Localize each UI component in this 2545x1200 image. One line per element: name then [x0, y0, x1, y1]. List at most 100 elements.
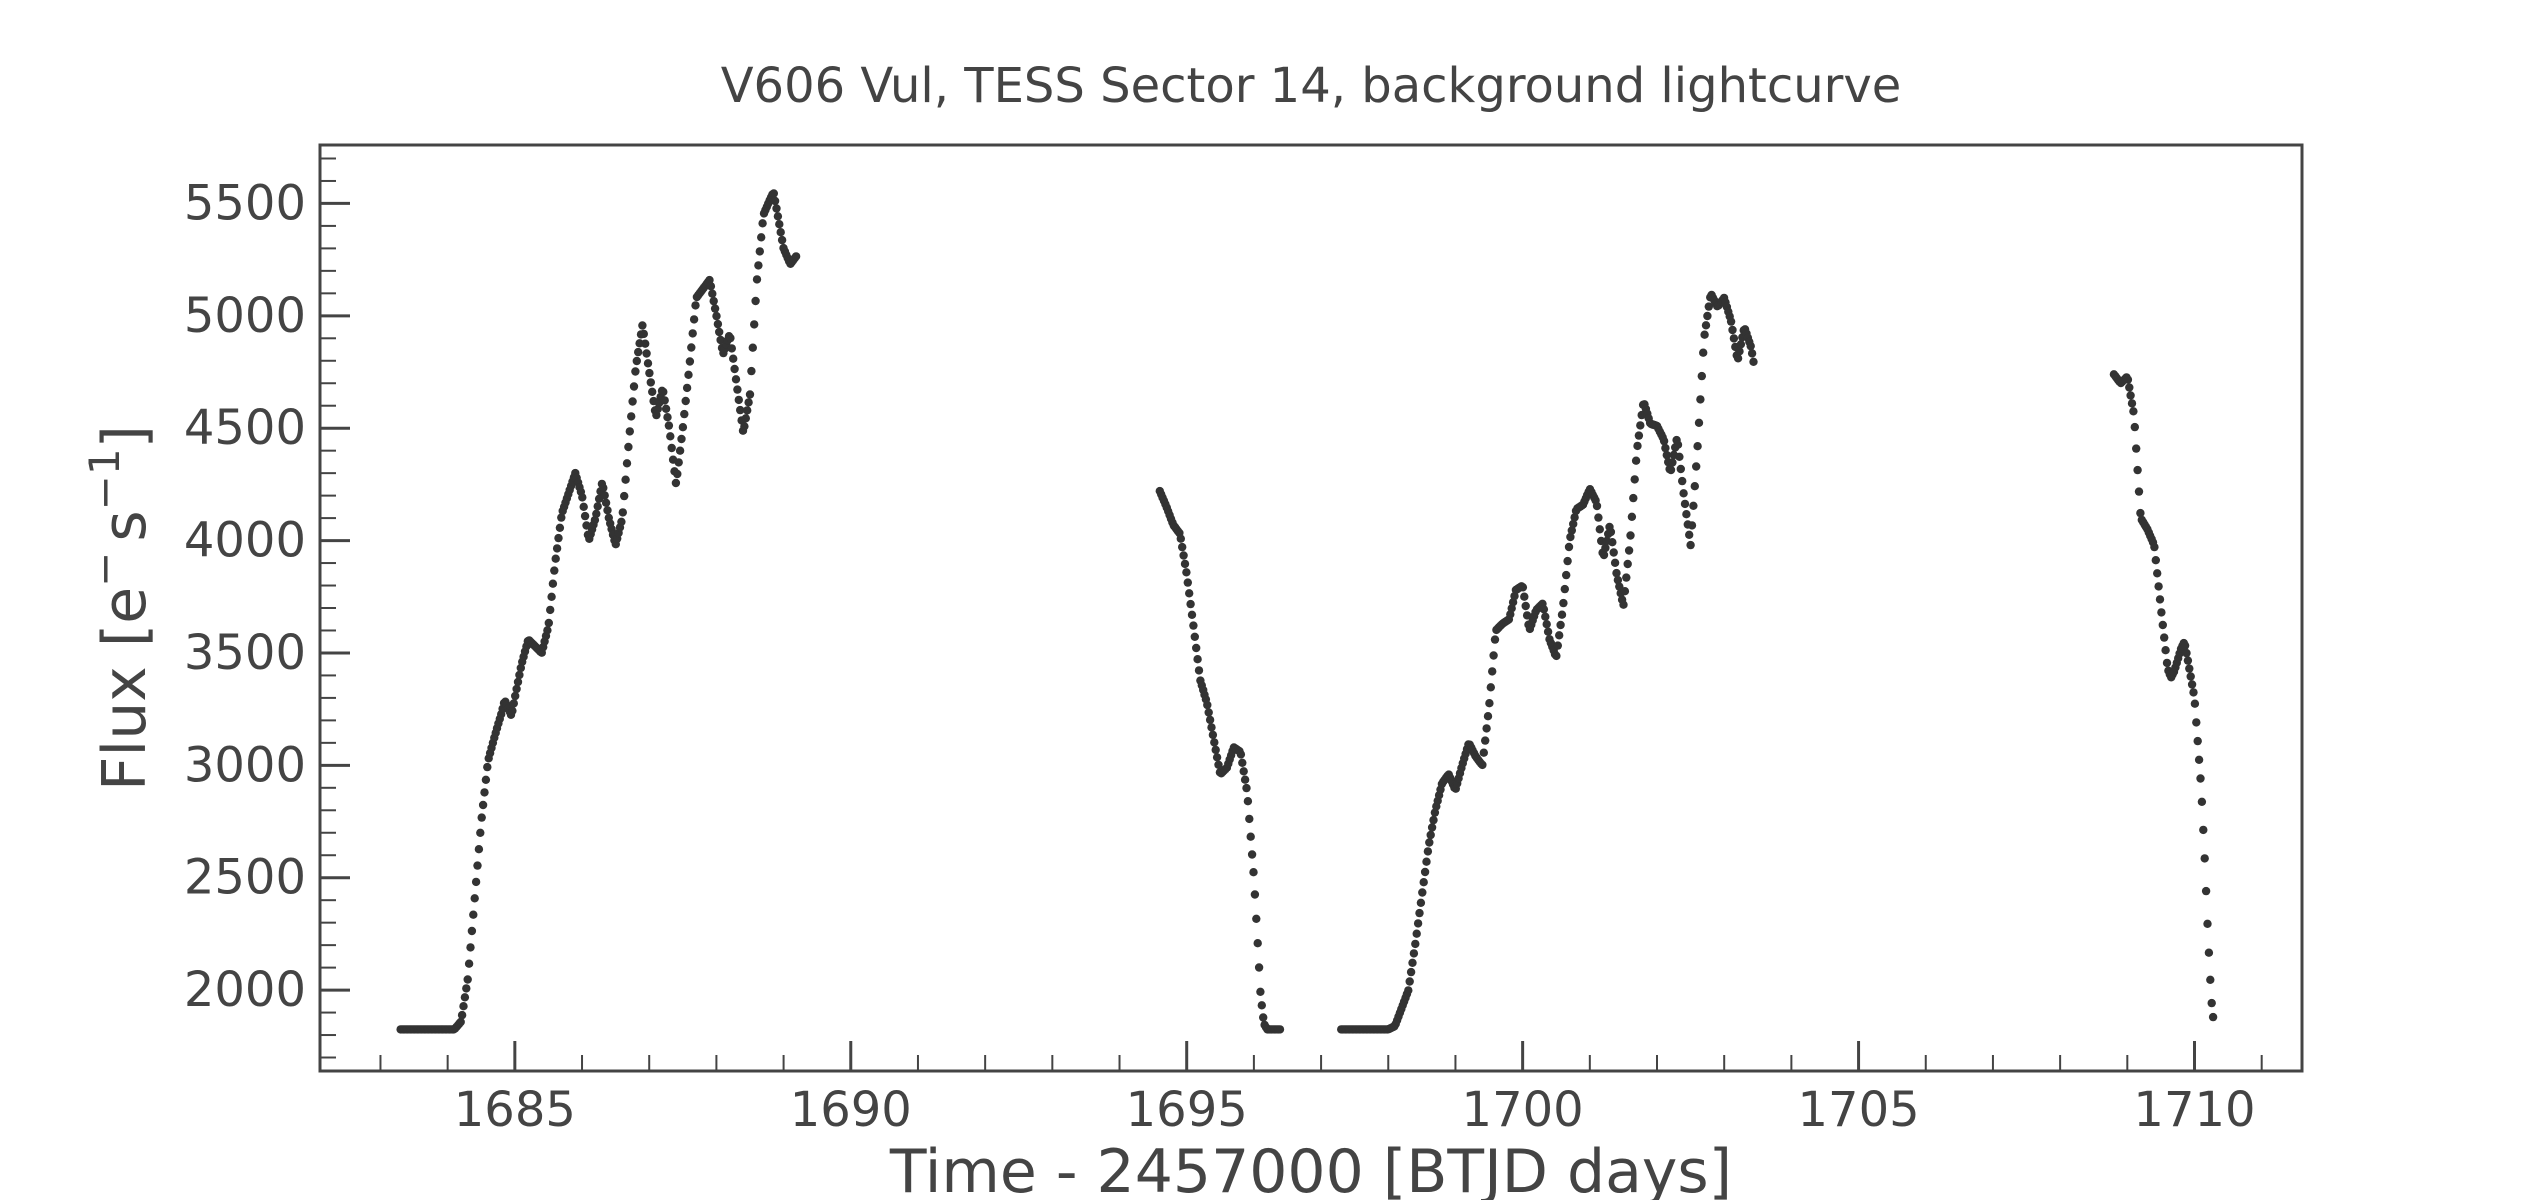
data-point [684, 370, 693, 379]
y-tick-label: 5000 [184, 288, 306, 344]
data-point [1194, 666, 1204, 675]
data-point [600, 491, 609, 500]
data-point [2187, 680, 2197, 689]
lightcurve-segment [1155, 486, 1285, 1034]
data-point [769, 189, 778, 198]
data-point [639, 329, 648, 339]
data-point [715, 327, 724, 337]
data-point [1208, 730, 1218, 740]
data-point [1592, 501, 1602, 511]
data-point [1634, 431, 1644, 440]
data-point [673, 469, 682, 479]
data-point [624, 442, 633, 452]
data-point [1520, 592, 1529, 601]
data-point [691, 301, 700, 310]
data-point [1416, 898, 1426, 907]
data-point [678, 423, 688, 432]
data-point [2182, 648, 2191, 658]
data-point [1553, 641, 1563, 650]
data-point [546, 605, 555, 615]
data-point [757, 233, 766, 242]
data-point [2158, 620, 2167, 630]
data-point [1179, 551, 1188, 560]
data-point [1693, 442, 1702, 451]
data-point [625, 427, 634, 436]
data-point [1521, 601, 1530, 611]
data-point [618, 508, 627, 517]
lightcurve-segment [2109, 370, 2218, 1022]
data-point [459, 1002, 468, 1011]
data-point [773, 212, 783, 221]
data-point [1569, 519, 1578, 529]
data-point [1675, 452, 1684, 461]
data-point [456, 1017, 465, 1027]
data-point [1419, 878, 1428, 887]
data-point [747, 366, 756, 376]
data-point [1247, 850, 1257, 859]
data-point [2180, 641, 2190, 650]
data-point [1485, 699, 1494, 708]
data-point [2189, 688, 2198, 697]
data-point [2154, 582, 2163, 591]
x-axis: 1685 1690 1695 1700 1705 1710 [379, 1041, 2263, 1138]
data-point [1699, 348, 1708, 357]
y-axis-label-sup1: − [80, 552, 129, 587]
data-point [730, 364, 739, 374]
data-point [744, 398, 753, 407]
data-point [791, 252, 801, 261]
data-point [1543, 627, 1553, 636]
y-tick-label: 5500 [184, 175, 306, 231]
data-point [689, 315, 699, 324]
data-point [740, 422, 749, 431]
data-point [646, 378, 655, 387]
data-point [1422, 857, 1431, 866]
data-point [460, 993, 470, 1002]
data-point [554, 533, 563, 543]
data-point [750, 320, 759, 329]
data-point [726, 333, 735, 343]
data-point [712, 311, 721, 321]
data-point [1190, 632, 1200, 641]
data-point [2203, 919, 2212, 928]
data-point [2186, 672, 2195, 681]
data-point [681, 396, 690, 406]
data-point [1254, 963, 1264, 972]
data-point [1412, 929, 1421, 938]
y-axis: 2000 2500 3000 3500 4000 4500 5000 5500 [184, 157, 350, 1059]
data-point [1490, 635, 1500, 644]
data-point [666, 432, 675, 441]
data-point [2194, 755, 2204, 764]
data-point [1245, 814, 1254, 824]
data-point [1193, 655, 1202, 664]
data-point [1697, 371, 1707, 381]
data-point [1214, 760, 1223, 769]
data-point [601, 498, 611, 507]
data-point [2150, 542, 2159, 552]
data-point [648, 387, 657, 396]
data-point [677, 434, 686, 444]
data-point [1620, 587, 1630, 596]
data-point [1246, 832, 1255, 841]
data-point [777, 235, 787, 245]
data-point [1242, 783, 1251, 793]
y-axis-label-mid: s [90, 510, 160, 541]
data-point [660, 396, 669, 405]
data-point [1633, 441, 1642, 451]
data-point [1415, 908, 1424, 918]
y-axis-label-main: Flux [e [90, 587, 160, 791]
data-point [1418, 888, 1427, 897]
data-point [1682, 510, 1691, 519]
data-point [1700, 330, 1709, 339]
data-point [1629, 493, 1638, 503]
data-point [515, 670, 524, 680]
data-point [466, 943, 475, 952]
data-point [1623, 559, 1632, 569]
lightcurve-segment [396, 189, 801, 1034]
y-tick-label: 3000 [184, 737, 306, 793]
data-point [552, 544, 562, 553]
data-point [1661, 443, 1670, 453]
data-point [627, 412, 636, 421]
data-point [1678, 476, 1687, 486]
data-point [772, 204, 781, 213]
